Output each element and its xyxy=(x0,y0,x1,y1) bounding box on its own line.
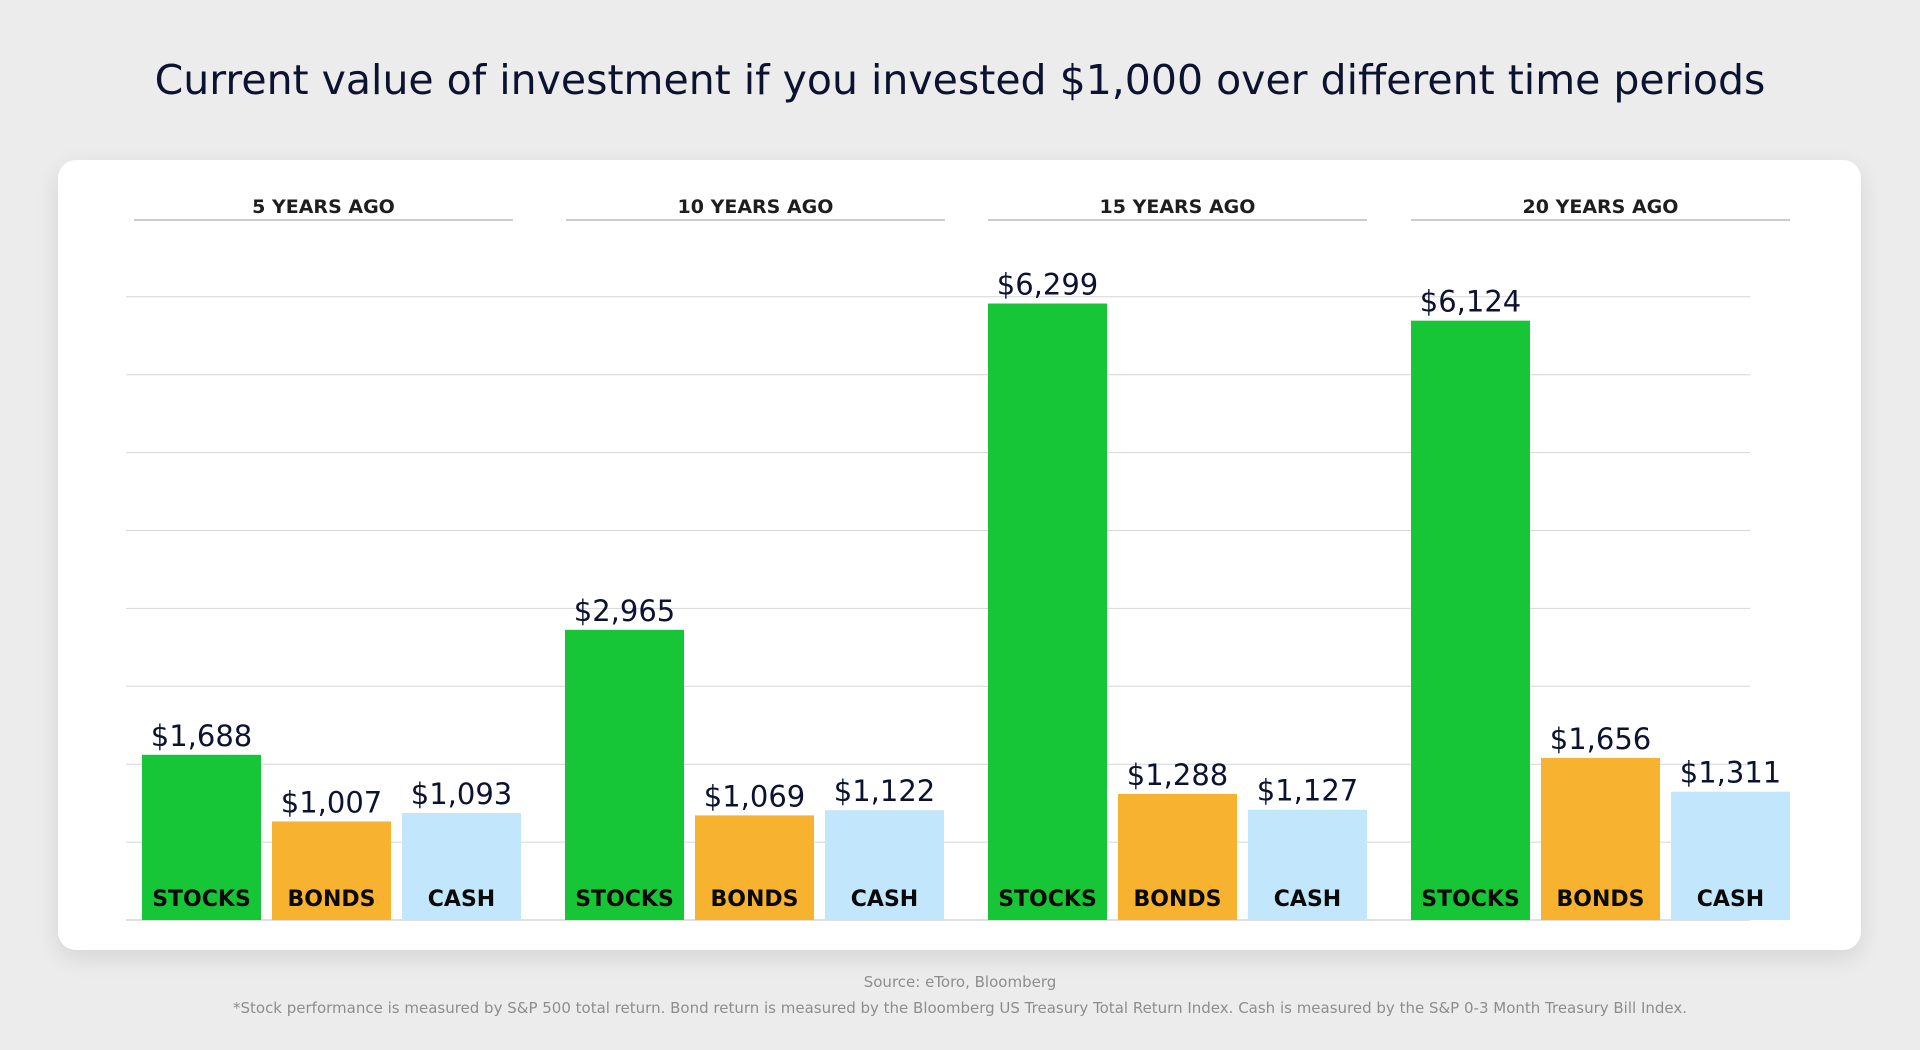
bar-bonds xyxy=(272,821,391,920)
bar-category-label: BONDS xyxy=(1134,887,1222,912)
bar-value-label: $1,007 xyxy=(281,785,382,819)
bar-value-label: $6,124 xyxy=(1420,285,1521,319)
chart-title: Current value of investment if you inves… xyxy=(154,56,1766,104)
bar-value-label: $2,965 xyxy=(574,594,675,628)
bar-value-label: $1,093 xyxy=(411,777,512,811)
bar-category-label: STOCKS xyxy=(998,887,1097,912)
bar-category-label: BONDS xyxy=(711,887,799,912)
bar-category-label: BONDS xyxy=(288,887,376,912)
bar-value-label: $1,311 xyxy=(1680,756,1781,790)
bar-stocks xyxy=(565,629,684,920)
bar-value-label: $1,122 xyxy=(834,774,935,808)
group-header-label: 10 YEARS AGO xyxy=(678,196,834,218)
group-header-label: 5 YEARS AGO xyxy=(252,196,395,218)
bar-value-label: $1,656 xyxy=(1550,722,1651,756)
bar-category-label: STOCKS xyxy=(1421,887,1520,912)
bar-category-label: CASH xyxy=(1274,887,1341,912)
bar-bonds xyxy=(1118,793,1237,920)
bar-value-label: $1,069 xyxy=(704,779,805,813)
bar-category-label: STOCKS xyxy=(152,887,251,912)
bar-bonds xyxy=(1541,757,1660,920)
bar-cash xyxy=(402,813,521,920)
bar-cash xyxy=(825,810,944,920)
bar-value-label: $1,688 xyxy=(151,719,252,753)
bar-cash xyxy=(1671,791,1790,920)
source-note: Source: eToro, Bloomberg xyxy=(863,973,1057,991)
bar-category-label: CASH xyxy=(851,887,918,912)
group-header-label: 15 YEARS AGO xyxy=(1100,196,1256,218)
footnote: *Stock performance is measured by S&P 50… xyxy=(232,999,1688,1017)
bar-bonds xyxy=(695,815,814,920)
bar-cash xyxy=(1248,809,1367,920)
bar-category-label: CASH xyxy=(428,887,495,912)
bar-value-label: $1,288 xyxy=(1127,758,1228,792)
bar-category-label: CASH xyxy=(1697,887,1764,912)
bar-stocks xyxy=(142,754,261,920)
group-header-label: 20 YEARS AGO xyxy=(1523,196,1679,218)
bar-value-label: $6,299 xyxy=(997,268,1098,302)
bar-stocks xyxy=(988,303,1107,921)
bar-value-label: $1,127 xyxy=(1257,774,1358,808)
bar-category-label: STOCKS xyxy=(575,887,674,912)
bar-category-label: BONDS xyxy=(1557,887,1645,912)
bar-stocks xyxy=(1411,320,1530,920)
